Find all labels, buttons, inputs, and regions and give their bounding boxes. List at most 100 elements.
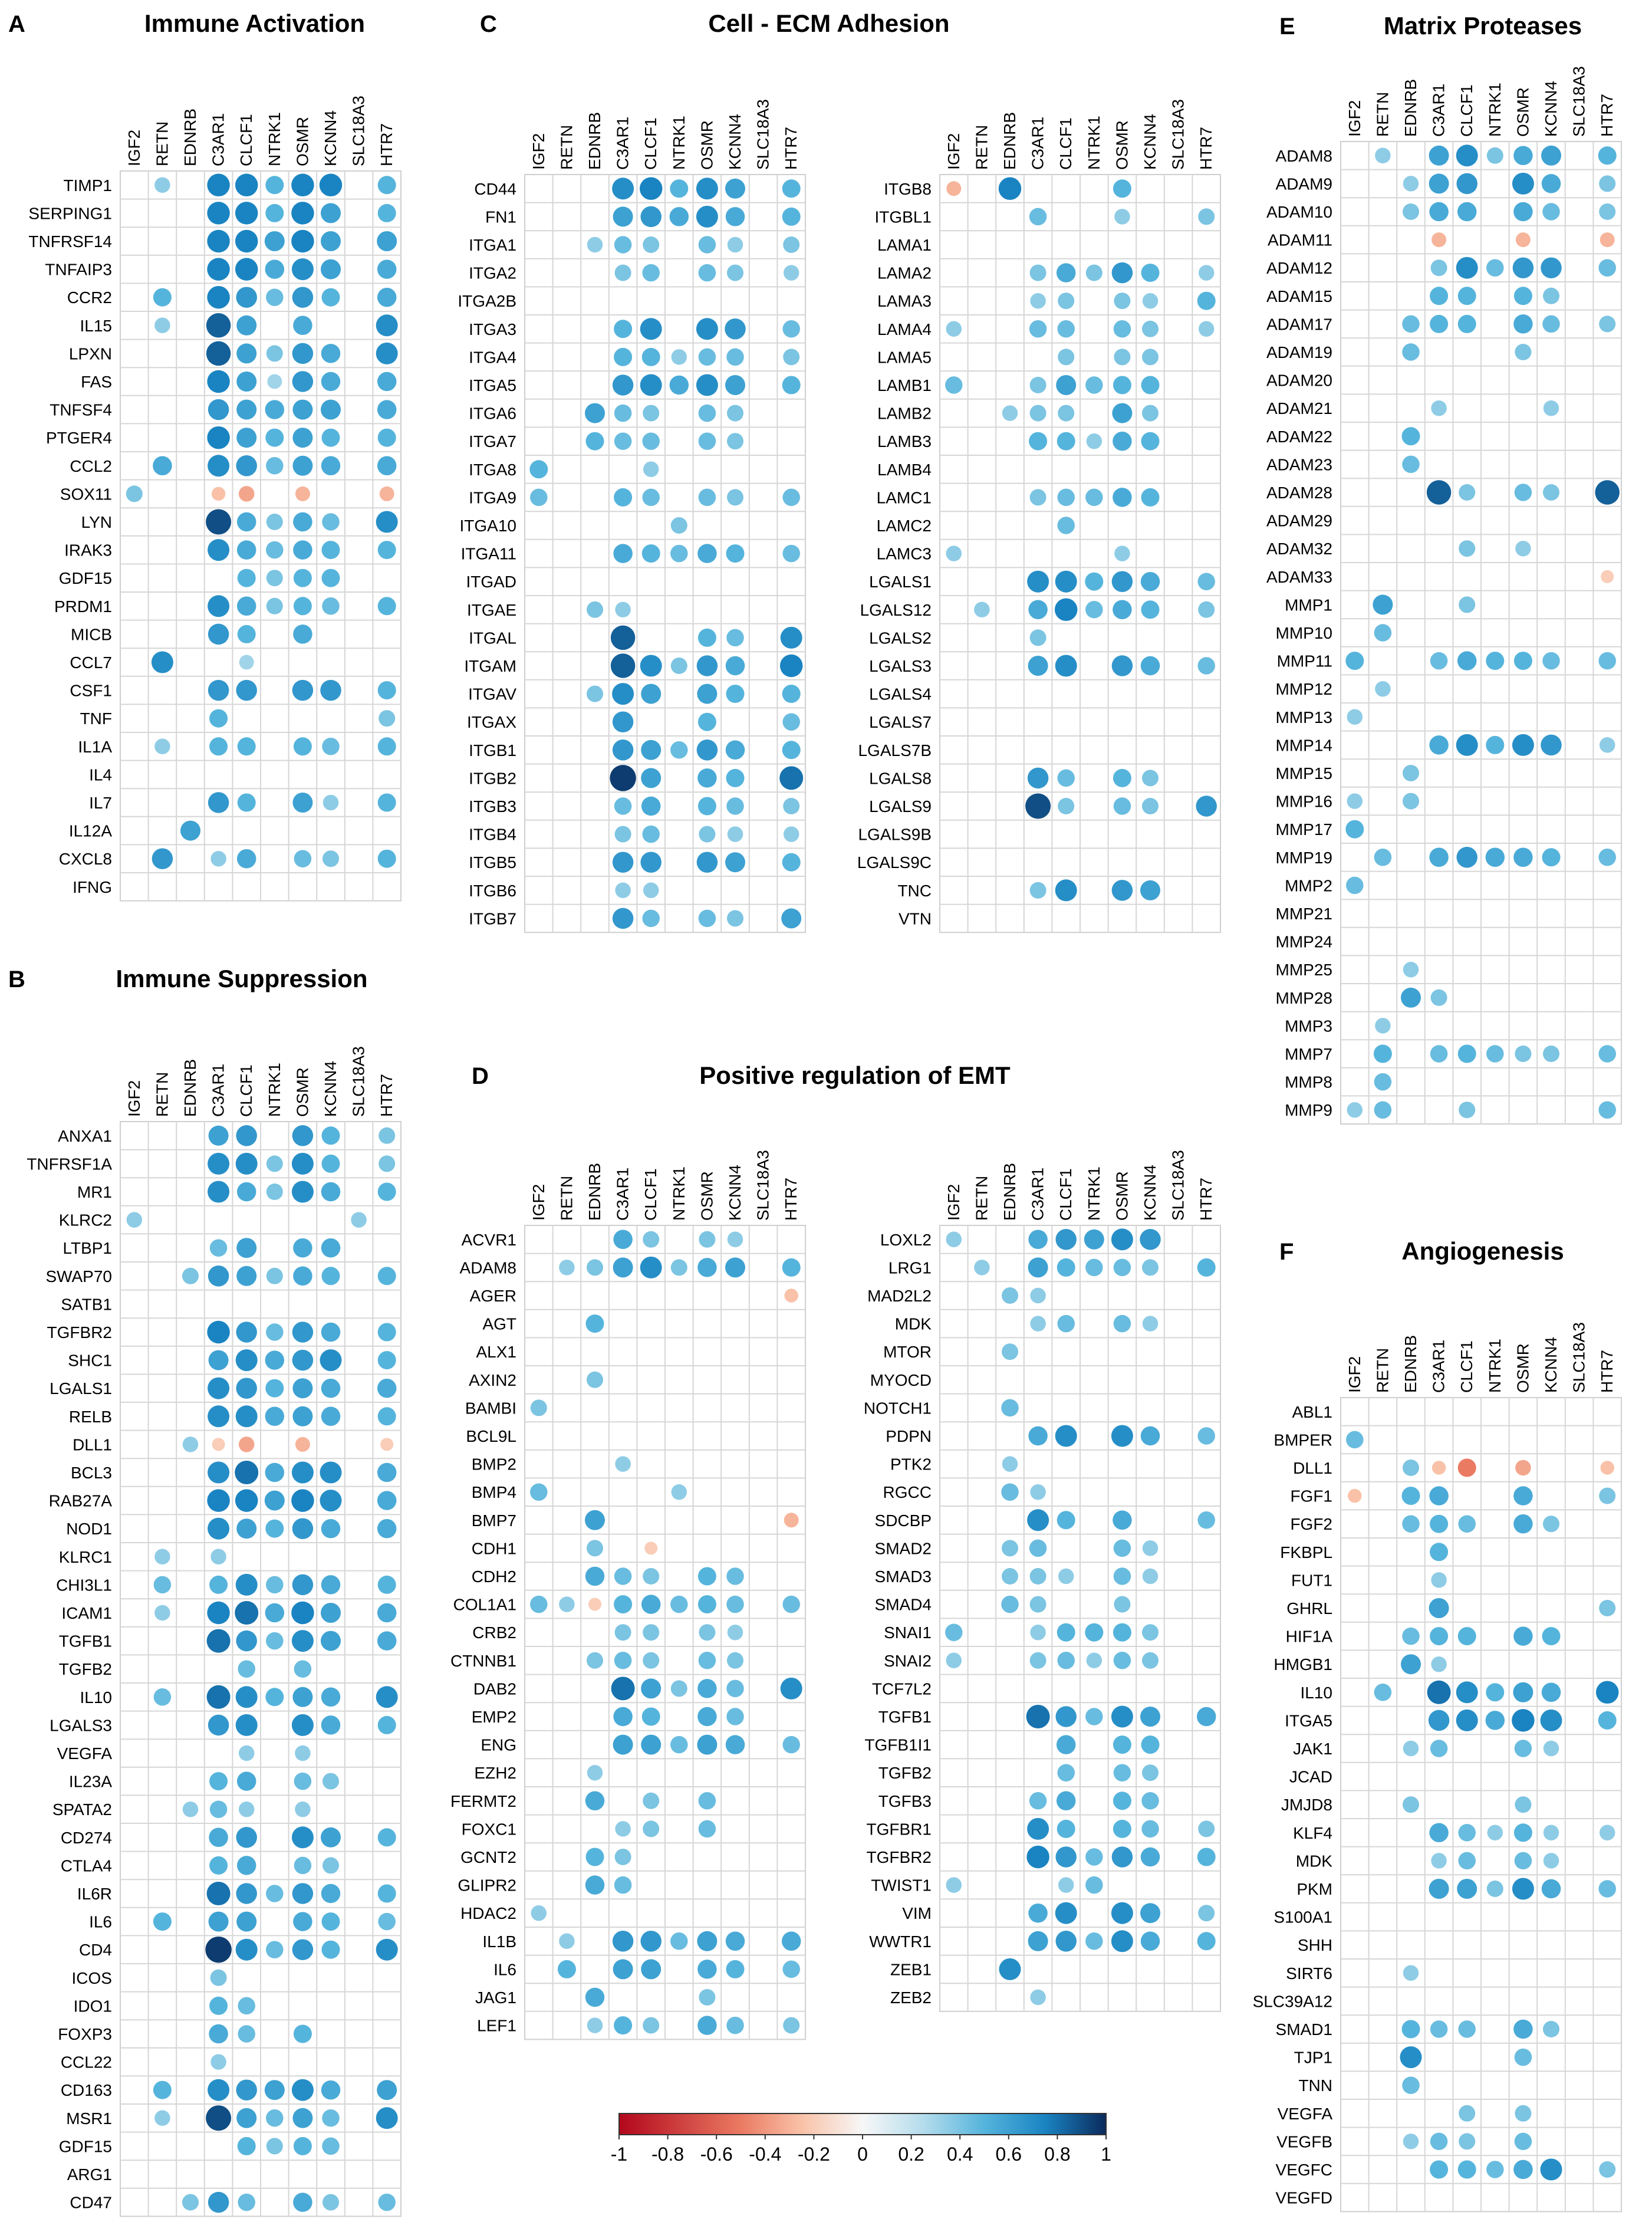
correlation-dot bbox=[1113, 797, 1131, 815]
correlation-dot bbox=[1542, 848, 1561, 867]
correlation-dot bbox=[1513, 1823, 1532, 1842]
correlation-dot bbox=[1196, 1707, 1216, 1727]
correlation-dot bbox=[1030, 1624, 1046, 1641]
correlation-dot bbox=[613, 1734, 633, 1755]
correlation-dot bbox=[1057, 320, 1075, 338]
column-label: IGF2 bbox=[945, 133, 963, 170]
row-label: ITGA2B bbox=[458, 292, 516, 310]
correlation-dot bbox=[698, 488, 716, 507]
correlation-dot bbox=[236, 1125, 257, 1146]
correlation-dot bbox=[1599, 175, 1616, 192]
row-label: CCL2 bbox=[70, 457, 112, 475]
correlation-dot bbox=[612, 683, 634, 705]
correlation-dot bbox=[641, 1678, 662, 1699]
correlation-dot bbox=[266, 1184, 283, 1200]
correlation-dot bbox=[1374, 624, 1392, 642]
correlation-dot bbox=[696, 739, 718, 761]
row-label: LAMA1 bbox=[877, 236, 932, 254]
correlation-dot bbox=[1347, 1102, 1363, 1118]
row-label: CSF1 bbox=[70, 682, 112, 700]
correlation-dot bbox=[698, 432, 716, 450]
row-label: CXCL8 bbox=[59, 850, 112, 868]
row-label: MMP15 bbox=[1276, 764, 1332, 783]
row-label: PDPN bbox=[886, 1427, 932, 1445]
row-label: TNN bbox=[1298, 2076, 1332, 2095]
correlation-dot bbox=[208, 623, 229, 645]
correlation-dot bbox=[1002, 1287, 1018, 1304]
correlation-dot bbox=[1085, 1848, 1103, 1866]
correlation-dot bbox=[1401, 1654, 1421, 1675]
column-label: CLCF1 bbox=[1057, 117, 1075, 170]
correlation-dot bbox=[1141, 376, 1160, 395]
correlation-dot bbox=[377, 372, 397, 392]
correlation-dot bbox=[207, 173, 230, 197]
column-label: OSMR bbox=[697, 120, 716, 170]
correlation-dot bbox=[1486, 1683, 1505, 1702]
correlation-dot bbox=[1030, 292, 1046, 309]
correlation-dot bbox=[236, 399, 257, 420]
correlation-dot bbox=[587, 1764, 603, 1781]
correlation-dot bbox=[322, 513, 340, 531]
row-label: CDH1 bbox=[472, 1539, 516, 1557]
row-label: PRDM1 bbox=[54, 597, 112, 616]
correlation-dot bbox=[587, 2017, 603, 2033]
correlation-dot bbox=[235, 1573, 258, 1596]
correlation-dot bbox=[294, 1772, 312, 1790]
correlation-dot bbox=[1513, 652, 1532, 670]
correlation-dot bbox=[1197, 573, 1215, 590]
row-label: NOD1 bbox=[66, 1520, 112, 1538]
correlation-dot bbox=[643, 1820, 660, 1837]
correlation-dot bbox=[946, 1652, 962, 1669]
correlation-dot bbox=[699, 1989, 716, 2006]
correlation-dot bbox=[1027, 767, 1049, 789]
row-label: MMP1 bbox=[1285, 596, 1332, 614]
correlation-dot bbox=[1598, 1101, 1616, 1119]
correlation-dot bbox=[945, 376, 963, 394]
row-label: ADAM10 bbox=[1266, 203, 1332, 221]
correlation-dot bbox=[266, 288, 284, 306]
correlation-dot bbox=[1512, 734, 1534, 756]
correlation-dot bbox=[321, 1827, 341, 1848]
correlation-dot bbox=[530, 488, 548, 507]
correlation-dot bbox=[1085, 264, 1103, 281]
correlation-dot bbox=[1085, 1932, 1103, 1950]
correlation-dot bbox=[207, 370, 230, 393]
correlation-dot bbox=[1057, 1623, 1075, 1642]
correlation-dot bbox=[237, 2136, 256, 2155]
correlation-dot bbox=[264, 2080, 285, 2100]
correlation-dot bbox=[1346, 876, 1364, 895]
colorbar-tick-label: 1 bbox=[1101, 2144, 1111, 2165]
column-label: C3AR1 bbox=[209, 1064, 228, 1117]
correlation-dot bbox=[612, 374, 634, 396]
column-label: SLC18A3 bbox=[350, 96, 368, 166]
correlation-dot bbox=[1113, 1258, 1131, 1277]
correlation-dot bbox=[377, 1378, 397, 1398]
correlation-dot bbox=[377, 541, 396, 560]
correlation-dot bbox=[291, 1461, 314, 1484]
correlation-dot bbox=[1457, 202, 1477, 222]
correlation-dot bbox=[1428, 1710, 1450, 1731]
correlation-dot bbox=[1002, 1568, 1018, 1585]
column-label: KCNN4 bbox=[726, 114, 744, 170]
correlation-dot bbox=[377, 231, 397, 251]
correlation-dot bbox=[1542, 315, 1560, 333]
row-label: TGFB2 bbox=[878, 1764, 932, 1782]
correlation-dot bbox=[1141, 1735, 1160, 1754]
correlation-dot bbox=[1028, 1426, 1048, 1446]
correlation-dot bbox=[727, 236, 743, 253]
row-label: LEF1 bbox=[477, 2017, 516, 2035]
column-label: IGF2 bbox=[529, 1184, 548, 1221]
correlation-dot bbox=[614, 826, 631, 843]
row-label: MMP7 bbox=[1285, 1045, 1332, 1063]
correlation-dot bbox=[1400, 2046, 1422, 2069]
correlation-dot bbox=[946, 1231, 962, 1248]
correlation-dot bbox=[379, 1155, 396, 1172]
correlation-dot bbox=[697, 544, 717, 563]
correlation-dot bbox=[210, 1549, 226, 1565]
correlation-dot bbox=[1512, 257, 1534, 278]
row-label: CD274 bbox=[61, 1829, 112, 1847]
correlation-dot bbox=[1513, 314, 1533, 334]
correlation-dot bbox=[1055, 879, 1077, 902]
column-label: C3AR1 bbox=[1430, 1340, 1448, 1393]
correlation-dot bbox=[265, 1350, 285, 1370]
